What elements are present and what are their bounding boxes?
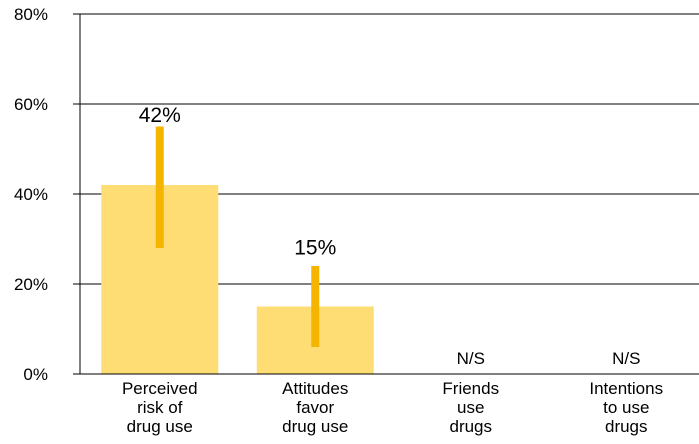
category-label-line: drug use [282, 417, 348, 436]
category-label: Perceived risk of drug use [122, 379, 198, 436]
error-bar [311, 266, 320, 347]
category-label-line: use [457, 398, 484, 417]
error-bar [155, 126, 164, 248]
category-label-line: risk of [137, 398, 183, 417]
y-tick-label: 20% [14, 275, 48, 294]
category-label-line: Friends [442, 379, 499, 398]
category-label: Friends use drugs [442, 379, 499, 436]
y-axis-tick-labels: 0% 20% 40% 60% 80% [14, 5, 48, 384]
bars [101, 185, 374, 374]
category-label: Intentions to use drugs [589, 379, 663, 436]
y-tick-label: 60% [14, 95, 48, 114]
data-label: N/S [457, 349, 485, 368]
category-label-line: to use [603, 398, 649, 417]
category-label-line: drugs [449, 417, 492, 436]
error-bars [155, 126, 320, 347]
data-label: 15% [294, 237, 336, 260]
category-label: Attitudes favor drug use [282, 379, 348, 436]
category-label-line: Attitudes [282, 379, 348, 398]
y-tick-label: 0% [23, 365, 48, 384]
y-tick-label: 40% [14, 185, 48, 204]
category-label-line: Perceived [122, 379, 198, 398]
y-tick-label: 80% [14, 5, 48, 24]
category-label-line: favor [296, 398, 334, 417]
data-label: 42% [139, 104, 181, 127]
data-label: N/S [612, 349, 640, 368]
category-label-line: Intentions [589, 379, 663, 398]
data-labels: 42% 15% N/S N/S [139, 104, 641, 368]
category-label-line: drugs [605, 417, 648, 436]
axes [73, 14, 699, 375]
category-label-line: drug use [127, 417, 193, 436]
